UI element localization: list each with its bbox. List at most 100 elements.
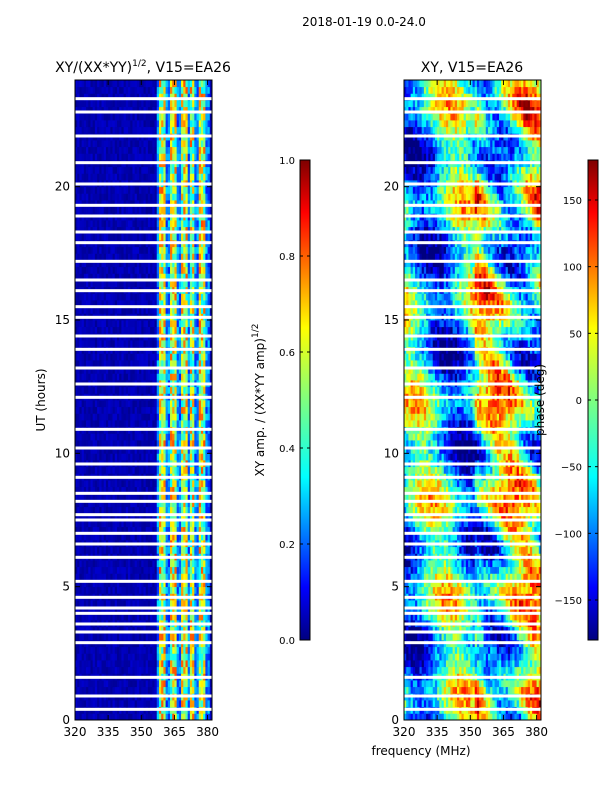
heatmap-cell <box>205 566 208 574</box>
heatmap-cell <box>79 520 83 528</box>
heatmap-cell <box>198 220 202 228</box>
heatmap-cell <box>90 526 94 534</box>
heatmap-cell <box>192 193 195 201</box>
heatmap-cell <box>92 220 96 228</box>
heatmap-cell <box>196 466 200 474</box>
heatmap-cell <box>114 660 118 668</box>
heatmap-cell <box>152 446 155 454</box>
heatmap-cell <box>77 220 80 228</box>
heatmap-cell <box>194 486 197 494</box>
heatmap-cell <box>147 453 151 461</box>
heatmap-cell <box>167 466 171 474</box>
heatmap-cell <box>163 600 166 608</box>
heatmap-cell <box>112 260 116 268</box>
heatmap-cell <box>114 453 118 461</box>
heatmap-cell <box>116 246 120 254</box>
heatmap-cell <box>99 300 102 308</box>
heatmap-cell <box>205 293 208 301</box>
heatmap-cell <box>200 700 204 708</box>
heatmap-cell <box>205 320 208 328</box>
heatmap-cell <box>183 653 186 661</box>
heatmap-cell <box>130 193 133 201</box>
heatmap-cell <box>110 353 113 361</box>
heatmap-cell <box>147 440 151 448</box>
heatmap-cell <box>110 646 113 654</box>
heatmap-cell <box>94 713 98 721</box>
heatmap-cell <box>141 373 144 381</box>
heatmap-cell <box>185 486 189 494</box>
heatmap-cell <box>152 480 155 488</box>
heatmap-cell <box>152 486 155 494</box>
heatmap-cell <box>105 606 109 614</box>
heatmap-cell <box>200 613 204 621</box>
heatmap-cell <box>134 220 138 228</box>
heatmap-cell <box>200 680 204 688</box>
heatmap-cell <box>92 293 96 301</box>
heatmap-cell <box>176 646 180 654</box>
heatmap-cell <box>181 713 184 721</box>
heatmap-cell <box>108 573 111 581</box>
heatmap-cell <box>192 353 195 361</box>
heatmap-cell <box>161 373 164 381</box>
heatmap-cell <box>147 400 151 408</box>
heatmap-cell <box>170 680 173 688</box>
heatmap-cell <box>178 493 182 501</box>
heatmap-cell <box>203 300 206 308</box>
heatmap-cell <box>143 306 147 314</box>
heatmap-cell <box>83 686 87 694</box>
heatmap-cell <box>185 653 189 661</box>
heatmap-cell <box>147 246 151 254</box>
heatmap-cell <box>83 533 87 541</box>
heatmap-cell <box>132 280 136 288</box>
heatmap-cell <box>101 446 105 454</box>
heatmap-cell <box>92 446 96 454</box>
heatmap-cell <box>145 626 149 634</box>
heatmap-cell <box>147 226 151 234</box>
heatmap-cell <box>79 626 83 634</box>
heatmap-cell <box>194 300 197 308</box>
heatmap-cell <box>99 466 102 474</box>
heatmap-cell <box>154 293 158 301</box>
heatmap-cell <box>181 266 184 274</box>
heatmap-cell <box>178 400 182 408</box>
heatmap-cell <box>147 646 151 654</box>
heatmap-cell <box>123 353 127 361</box>
heatmap-cell <box>97 253 100 261</box>
heatmap-cell <box>101 233 105 241</box>
heatmap-cell <box>154 193 158 201</box>
heatmap-cell <box>147 266 151 274</box>
heatmap-cell <box>158 306 162 314</box>
heatmap-cell <box>136 246 140 254</box>
heatmap-cell <box>83 226 87 234</box>
heatmap-cell <box>187 320 191 328</box>
heatmap-cell <box>81 573 85 581</box>
heatmap-cell <box>94 260 98 268</box>
heatmap-cell <box>152 293 155 301</box>
heatmap-cell <box>75 633 78 641</box>
heatmap-cell <box>192 500 195 508</box>
heatmap-cell <box>99 360 102 368</box>
heatmap-cell <box>156 360 160 368</box>
heatmap-cell <box>156 340 160 348</box>
heatmap-cell <box>141 340 144 348</box>
heatmap-cell <box>203 520 206 528</box>
heatmap-cell <box>141 486 144 494</box>
heatmap-cell <box>207 506 211 514</box>
amplitude-heatmap <box>75 80 213 721</box>
heatmap-cell <box>86 533 89 541</box>
heatmap-cell <box>75 586 78 594</box>
heatmap-cell <box>187 233 191 241</box>
heatmap-cell <box>154 560 158 568</box>
heatmap-cell <box>88 420 91 428</box>
heatmap-cell <box>86 206 89 214</box>
heatmap-cell <box>128 680 131 688</box>
heatmap-cell <box>94 273 98 281</box>
heatmap-cell <box>77 246 80 254</box>
heatmap-cell <box>167 533 171 541</box>
heatmap-cell <box>163 406 166 414</box>
heatmap-cell <box>161 320 164 328</box>
heatmap-cell <box>75 300 78 308</box>
heatmap-cell <box>141 226 144 234</box>
heatmap-cell <box>147 406 151 414</box>
heatmap-cell <box>114 400 118 408</box>
